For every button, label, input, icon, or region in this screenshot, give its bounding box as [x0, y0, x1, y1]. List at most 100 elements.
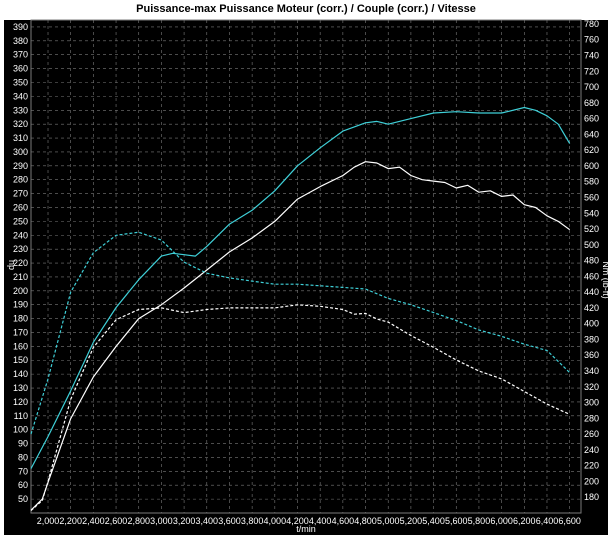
x-tick-label: 4,400 — [309, 516, 332, 526]
x-tick-label: 5,000 — [377, 516, 400, 526]
x-tick-label: 5,200 — [400, 516, 423, 526]
series-line-1 — [30, 106, 571, 469]
y-tick-label-left: 180 — [13, 314, 28, 324]
y-tick-label-right: 200 — [584, 476, 599, 486]
y-tick-label-left: 60 — [18, 480, 28, 490]
x-tick-label: 4,600 — [332, 516, 355, 526]
grid-lines — [30, 19, 582, 514]
series-line-4 — [30, 304, 570, 512]
x-tick-label: 6,000 — [490, 516, 513, 526]
plot-background — [4, 20, 608, 535]
y-tick-label-right: 600 — [584, 161, 599, 171]
y-tick-label-right: 540 — [584, 208, 599, 218]
y-tick-label-left: 160 — [13, 341, 28, 351]
y-tick-label-right: 300 — [584, 398, 599, 408]
x-tick-label: 2,800 — [127, 516, 150, 526]
x-tick-label: 6,600 — [558, 516, 581, 526]
y-tick-label-left: 220 — [13, 258, 28, 268]
y-tick-label-right: 280 — [584, 413, 599, 423]
y-tick-label-right: 760 — [584, 35, 599, 45]
y-axis-label-right: Nm (lb-ft) — [601, 261, 611, 299]
series-lines — [30, 106, 571, 512]
y-tick-label-left: 280 — [13, 175, 28, 185]
y-tick-label-right: 660 — [584, 114, 599, 124]
y-tick-label-right: 420 — [584, 303, 599, 313]
tick-labels: 50 60 70 80 90 100 110 120 130 140 150 160 170 180 190… — [13, 19, 599, 526]
x-tick-label: 3,800 — [241, 516, 264, 526]
y-tick-label-left: 150 — [13, 355, 28, 365]
y-tick-label-left: 130 — [13, 383, 28, 393]
y-tick-label-left: 230 — [13, 244, 28, 254]
y-tick-label-right: 360 — [584, 350, 599, 360]
y-tick-label-left: 350 — [13, 77, 28, 87]
y-tick-label-left: 240 — [13, 230, 28, 240]
y-tick-label-right: 220 — [584, 461, 599, 471]
y-tick-label-left: 90 — [18, 439, 28, 449]
series-line-2 — [30, 161, 571, 511]
y-tick-label-left: 50 — [18, 494, 28, 504]
y-tick-label-left: 200 — [13, 286, 28, 296]
y-tick-label-left: 300 — [13, 147, 28, 157]
x-tick-label: 3,400 — [196, 516, 219, 526]
x-tick-label: 5,600 — [445, 516, 468, 526]
y-tick-label-right: 440 — [584, 287, 599, 297]
y-tick-label-right: 560 — [584, 192, 599, 202]
y-tick-label-left: 290 — [13, 161, 28, 171]
y-tick-label-right: 680 — [584, 98, 599, 108]
y-tick-label-right: 520 — [584, 224, 599, 234]
y-tick-label-right: 240 — [584, 445, 599, 455]
x-tick-label: 5,400 — [422, 516, 445, 526]
y-tick-label-right: 780 — [584, 19, 599, 29]
y-tick-label-left: 370 — [13, 50, 28, 60]
y-tick-label-right: 640 — [584, 129, 599, 139]
chart-title: Puissance-max Puissance Moteur (corr.) /… — [136, 3, 476, 15]
y-tick-label-left: 80 — [18, 452, 28, 462]
x-tick-label: 2,600 — [105, 516, 128, 526]
y-tick-label-right: 260 — [584, 429, 599, 439]
y-tick-label-left: 70 — [18, 466, 28, 476]
x-tick-label: 3,600 — [218, 516, 241, 526]
y-tick-label-right: 740 — [584, 50, 599, 60]
y-tick-label-left: 310 — [13, 133, 28, 143]
series-line-3 — [30, 231, 571, 435]
y-tick-label-left: 320 — [13, 119, 28, 129]
y-tick-label-right: 340 — [584, 366, 599, 376]
y-tick-label-left: 140 — [13, 369, 28, 379]
y-tick-label-left: 270 — [13, 189, 28, 199]
y-tick-label-right: 320 — [584, 382, 599, 392]
y-axis-label-left: hp — [7, 260, 17, 270]
x-tick-label: 2,400 — [82, 516, 105, 526]
y-tick-label-right: 460 — [584, 271, 599, 281]
x-tick-label: 4,800 — [354, 516, 377, 526]
y-tick-label-right: 620 — [584, 145, 599, 155]
x-tick-label: 6,200 — [513, 516, 536, 526]
y-tick-label-right: 400 — [584, 319, 599, 329]
y-tick-label-right: 380 — [584, 334, 599, 344]
y-tick-label-left: 110 — [14, 411, 28, 421]
y-tick-label-right: 700 — [584, 82, 599, 92]
y-tick-label-left: 390 — [13, 22, 28, 32]
y-tick-label-left: 360 — [13, 64, 28, 74]
y-tick-label-left: 210 — [13, 272, 28, 282]
y-tick-label-left: 330 — [13, 105, 28, 115]
y-tick-label-right: 480 — [584, 256, 599, 266]
y-tick-label-right: 720 — [584, 66, 599, 76]
y-tick-label-left: 380 — [13, 36, 28, 46]
y-tick-label-left: 190 — [13, 300, 28, 310]
x-tick-label: 4,000 — [264, 516, 287, 526]
y-tick-label-left: 100 — [13, 425, 28, 435]
y-tick-label-left: 260 — [13, 202, 28, 212]
y-tick-label-left: 340 — [13, 91, 28, 101]
y-tick-label-left: 120 — [13, 397, 28, 407]
x-tick-label: 4,200 — [286, 516, 309, 526]
x-tick-label: 2,000 — [37, 516, 60, 526]
y-tick-label-right: 180 — [584, 492, 599, 502]
x-tick-label: 2,200 — [59, 516, 82, 526]
x-axis-label: t/min — [296, 524, 316, 534]
x-tick-label: 3,000 — [150, 516, 173, 526]
x-tick-label: 5,800 — [468, 516, 491, 526]
plot-border — [30, 19, 582, 514]
y-tick-label-right: 500 — [584, 240, 599, 250]
